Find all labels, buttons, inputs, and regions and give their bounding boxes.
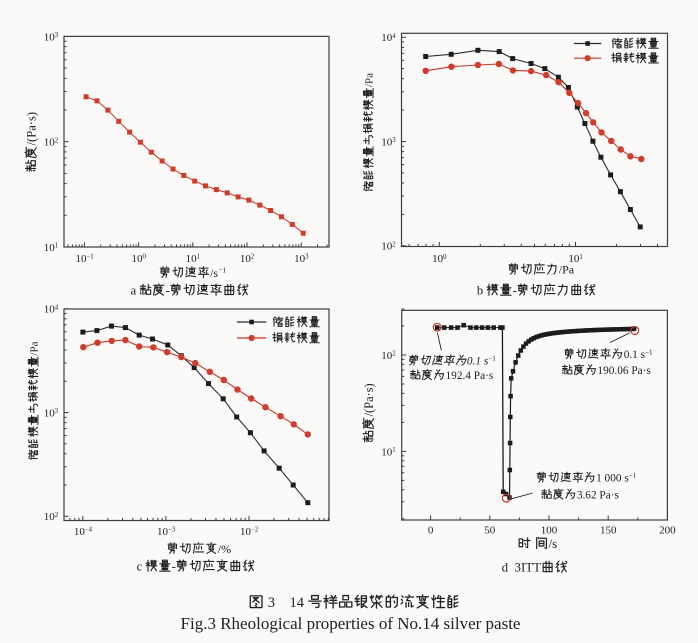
svg-text:/Pa: /Pa xyxy=(363,73,375,87)
svg-text:s: s xyxy=(624,473,628,485)
svg-text:10: 10 xyxy=(186,253,198,265)
svg-text:1: 1 xyxy=(579,254,582,261)
svg-text:−1: −1 xyxy=(488,355,496,363)
svg-text:10: 10 xyxy=(240,253,252,265)
svg-text:10: 10 xyxy=(44,511,56,523)
svg-text:-: - xyxy=(172,559,176,573)
svg-text:Fig.3 Rheological properties o: Fig.3 Rheological properties of No.14 si… xyxy=(181,614,521,633)
svg-text:190.06: 190.06 xyxy=(597,365,628,377)
svg-text:10: 10 xyxy=(44,137,56,149)
svg-text:−1: −1 xyxy=(645,348,653,356)
svg-text:−1: −1 xyxy=(86,254,93,261)
svg-text:−1: −1 xyxy=(629,472,637,480)
svg-text:s: s xyxy=(641,349,645,361)
svg-text:10: 10 xyxy=(44,31,56,43)
svg-text:1: 1 xyxy=(55,243,58,250)
svg-text:3.62: 3.62 xyxy=(577,489,597,501)
svg-text:50: 50 xyxy=(484,524,496,536)
svg-text:3ITT: 3ITT xyxy=(515,561,542,575)
svg-text:10: 10 xyxy=(157,526,169,538)
svg-text:10: 10 xyxy=(381,32,393,44)
svg-text:2: 2 xyxy=(251,254,255,261)
svg-text:10: 10 xyxy=(381,136,393,148)
svg-text:3: 3 xyxy=(55,32,59,39)
svg-text:3: 3 xyxy=(392,137,396,144)
svg-text:200: 200 xyxy=(659,524,676,536)
svg-text:10: 10 xyxy=(131,253,143,265)
svg-text:−3: −3 xyxy=(168,527,176,534)
svg-text:0: 0 xyxy=(428,524,434,536)
svg-text:000: 000 xyxy=(605,473,622,485)
svg-text:a: a xyxy=(131,283,137,297)
svg-text:3: 3 xyxy=(55,408,59,415)
svg-text:b: b xyxy=(477,283,483,297)
svg-text:0.1: 0.1 xyxy=(467,356,481,368)
svg-text:d: d xyxy=(502,561,509,575)
svg-text:10: 10 xyxy=(432,253,444,265)
svg-text:10: 10 xyxy=(74,526,86,538)
svg-text:Pa·s: Pa·s xyxy=(474,370,493,382)
svg-text:c: c xyxy=(137,559,143,573)
svg-text:1: 1 xyxy=(596,473,602,485)
svg-text:0: 0 xyxy=(443,254,447,261)
svg-text:-: - xyxy=(513,283,517,297)
svg-text:3: 3 xyxy=(268,595,275,611)
svg-text:10: 10 xyxy=(381,446,393,458)
svg-text:/(Pa·s): /(Pa·s) xyxy=(24,112,38,146)
svg-text:4: 4 xyxy=(392,33,396,40)
svg-text:Pa·s: Pa·s xyxy=(599,489,618,501)
svg-text:2: 2 xyxy=(392,241,396,248)
svg-text:0: 0 xyxy=(142,254,146,261)
svg-text:192.4: 192.4 xyxy=(446,370,472,382)
svg-text:0.1: 0.1 xyxy=(624,349,638,361)
svg-text:1: 1 xyxy=(197,254,200,261)
svg-text:10: 10 xyxy=(44,407,56,419)
svg-text:10: 10 xyxy=(381,241,393,253)
svg-text:100: 100 xyxy=(541,524,558,536)
svg-text:Pa·s: Pa·s xyxy=(631,365,650,377)
svg-text:14: 14 xyxy=(289,595,304,611)
svg-text:10: 10 xyxy=(75,253,87,265)
svg-text:10: 10 xyxy=(44,304,56,316)
svg-text:4: 4 xyxy=(55,304,59,311)
svg-text:−1: −1 xyxy=(218,266,226,275)
svg-text:1: 1 xyxy=(392,447,395,454)
svg-text:/s: /s xyxy=(210,266,218,280)
svg-text:10: 10 xyxy=(568,253,580,265)
svg-text:2: 2 xyxy=(55,137,59,144)
svg-text:/Pa: /Pa xyxy=(28,341,40,355)
svg-text:-: - xyxy=(166,283,170,297)
svg-text:s: s xyxy=(484,356,489,368)
svg-text:/s: /s xyxy=(549,536,558,551)
svg-text:3: 3 xyxy=(305,254,309,261)
svg-text:/(Pa·s): /(Pa·s) xyxy=(362,383,376,416)
svg-text:/%: /% xyxy=(218,542,231,556)
svg-text:−2: −2 xyxy=(251,527,259,534)
svg-text:2: 2 xyxy=(392,351,396,358)
svg-text:10: 10 xyxy=(240,526,252,538)
svg-text:10: 10 xyxy=(381,350,393,362)
svg-text:10: 10 xyxy=(294,253,306,265)
svg-text:150: 150 xyxy=(600,524,617,536)
svg-text:−4: −4 xyxy=(85,527,93,534)
svg-text:2: 2 xyxy=(55,512,59,519)
svg-text:10: 10 xyxy=(44,242,56,254)
svg-text:/Pa: /Pa xyxy=(559,263,575,277)
